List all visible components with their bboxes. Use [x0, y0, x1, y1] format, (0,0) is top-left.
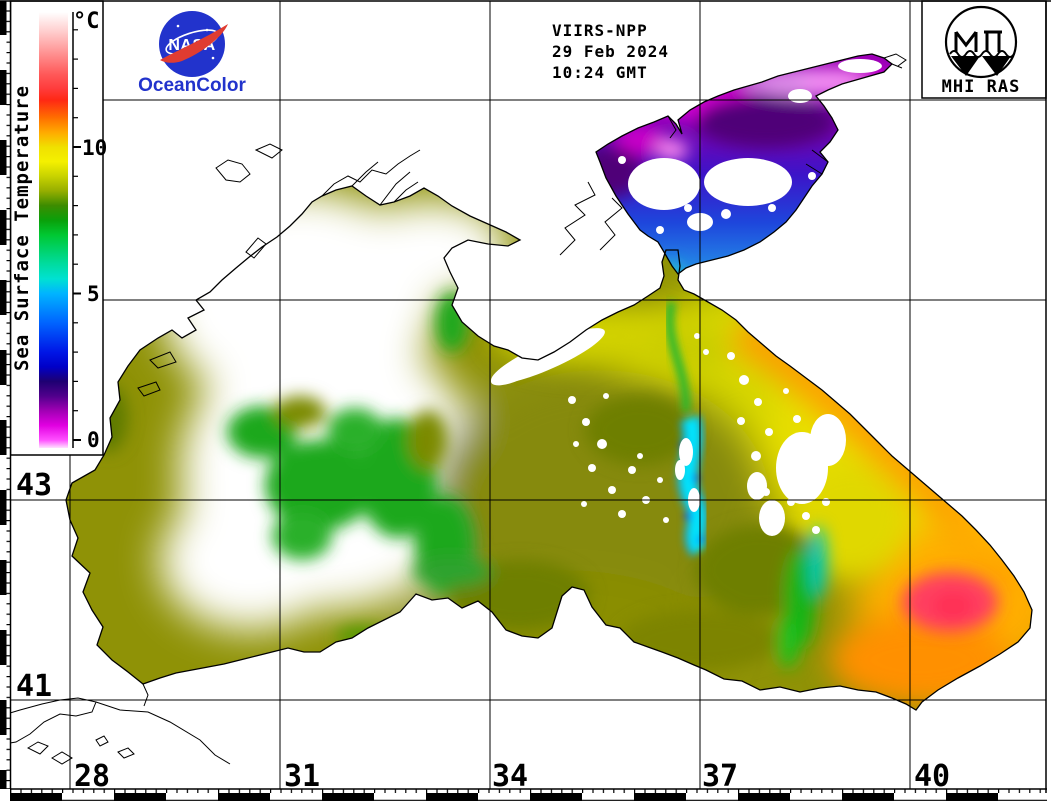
colorbar-unit: °C: [73, 9, 100, 34]
info-time: 10:24 GMT: [552, 63, 648, 82]
colorbar: °C 10 5 0 Sea Surface Temperature: [9, 0, 107, 456]
acquisition-info: VIIRS-NPP 29 Feb 2024 10:24 GMT: [552, 21, 669, 82]
colorbar-tick-label-10: 10: [82, 136, 107, 160]
colorbar-gradient: [39, 12, 68, 448]
coastline-details: [0, 53, 907, 765]
oceancolor-caption: OceanColor: [138, 75, 246, 96]
colorbar-ticks: [73, 29, 81, 441]
lon-label-40: 40: [914, 759, 950, 794]
nasa-logo-icon: NASA: [159, 11, 228, 77]
lat-label-41: 41: [16, 669, 52, 704]
mhi-ras-logo: MHI RAS: [921, 0, 1047, 99]
coastline: [65, 53, 1033, 711]
colorbar-tick-label-5: 5: [87, 282, 100, 306]
info-sensor: VIIRS-NPP: [552, 21, 648, 40]
colorbar-title: Sea Surface Temperature: [11, 85, 33, 371]
coordinate-labels: 43 41 28 31 34 37 40: [16, 468, 950, 794]
nasa-oceancolor-logo: NASA OceanColor: [138, 11, 246, 96]
lon-label-28: 28: [74, 759, 110, 794]
colorbar-tick-label-0: 0: [87, 428, 100, 452]
lon-label-31: 31: [284, 759, 320, 794]
lon-label-34: 34: [492, 759, 528, 794]
lon-label-37: 37: [702, 759, 738, 794]
info-date: 29 Feb 2024: [552, 42, 669, 61]
lat-label-43: 43: [16, 468, 52, 503]
mhi-ras-logo-icon: [944, 5, 1018, 79]
mhi-ras-label: MHI RAS: [942, 77, 1021, 97]
